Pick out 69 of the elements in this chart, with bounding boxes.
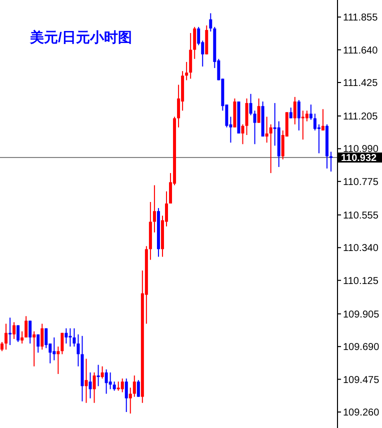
candlestick bbox=[68, 328, 72, 348]
y-tick-label: 110.340 bbox=[343, 243, 379, 254]
candlestick bbox=[297, 100, 300, 131]
candlestick bbox=[305, 110, 308, 122]
candlestick bbox=[189, 32, 192, 80]
y-tick-label: 111.855 bbox=[343, 12, 378, 24]
candlestick bbox=[24, 316, 28, 338]
candlestick bbox=[269, 124, 272, 174]
y-tick-label: 110.775 bbox=[343, 176, 379, 188]
candlestick bbox=[76, 334, 80, 367]
candlestick bbox=[84, 358, 88, 404]
candlestick bbox=[32, 330, 36, 367]
candlestick bbox=[64, 328, 68, 344]
candlestick bbox=[12, 322, 16, 340]
candlestick bbox=[92, 372, 96, 404]
candlestick bbox=[321, 108, 324, 131]
candlestick bbox=[96, 364, 100, 387]
y-tick-label: 109.475 bbox=[343, 374, 380, 386]
candlestick bbox=[4, 323, 8, 350]
y-tick-label: 110.990 bbox=[343, 144, 379, 156]
candlestick bbox=[209, 12, 212, 32]
candlestick bbox=[120, 378, 124, 393]
candlestick bbox=[52, 336, 56, 361]
candlestick bbox=[289, 107, 292, 119]
y-tick-label: 111.425 bbox=[343, 78, 378, 89]
y-tick-label: 109.690 bbox=[343, 342, 380, 354]
candlestick bbox=[104, 368, 108, 394]
candlestick bbox=[301, 110, 304, 140]
candlestick bbox=[56, 346, 60, 374]
candlestick bbox=[40, 323, 44, 350]
candlestick bbox=[185, 61, 188, 81]
ref-line-label: 110.932 bbox=[341, 153, 378, 164]
candlestick bbox=[108, 372, 112, 390]
candlestick bbox=[124, 378, 128, 413]
candlestick bbox=[329, 151, 332, 172]
candlestick bbox=[136, 380, 140, 398]
candlestick bbox=[116, 381, 120, 392]
y-tick-label: 110.125 bbox=[343, 276, 379, 287]
candlestick bbox=[88, 372, 92, 399]
y-tick-label: 110.555 bbox=[343, 210, 379, 222]
candlestick bbox=[44, 328, 48, 349]
candlestick bbox=[128, 387, 132, 414]
candlestick bbox=[100, 366, 104, 380]
y-tick-label: 109.260 bbox=[343, 408, 380, 419]
candlestick bbox=[257, 98, 260, 124]
candlestick bbox=[132, 374, 136, 398]
candlestick bbox=[193, 26, 196, 60]
candlestick bbox=[36, 334, 40, 354]
candlestick bbox=[253, 110, 256, 145]
text: 美元/日元小时图 bbox=[29, 29, 132, 45]
y-tick-label: 109.905 bbox=[343, 309, 380, 320]
y-tick-label: 111.640 bbox=[343, 45, 378, 56]
candlestick bbox=[265, 116, 268, 144]
candlestick bbox=[249, 93, 252, 116]
candlestick bbox=[20, 330, 24, 344]
candlestick bbox=[0, 342, 4, 352]
candlestick bbox=[112, 381, 116, 392]
candlestick bbox=[60, 332, 64, 355]
candlestick bbox=[8, 317, 12, 346]
candlestick bbox=[245, 98, 248, 136]
y-tick-label: 111.205 bbox=[343, 111, 378, 122]
candlestick bbox=[313, 113, 316, 131]
candlestick bbox=[16, 324, 20, 343]
candlestick bbox=[293, 96, 296, 125]
candlestick bbox=[72, 328, 76, 348]
candlestick bbox=[152, 184, 156, 233]
candlestick bbox=[309, 104, 312, 120]
candlestick bbox=[241, 124, 244, 145]
candlestick bbox=[28, 320, 32, 344]
